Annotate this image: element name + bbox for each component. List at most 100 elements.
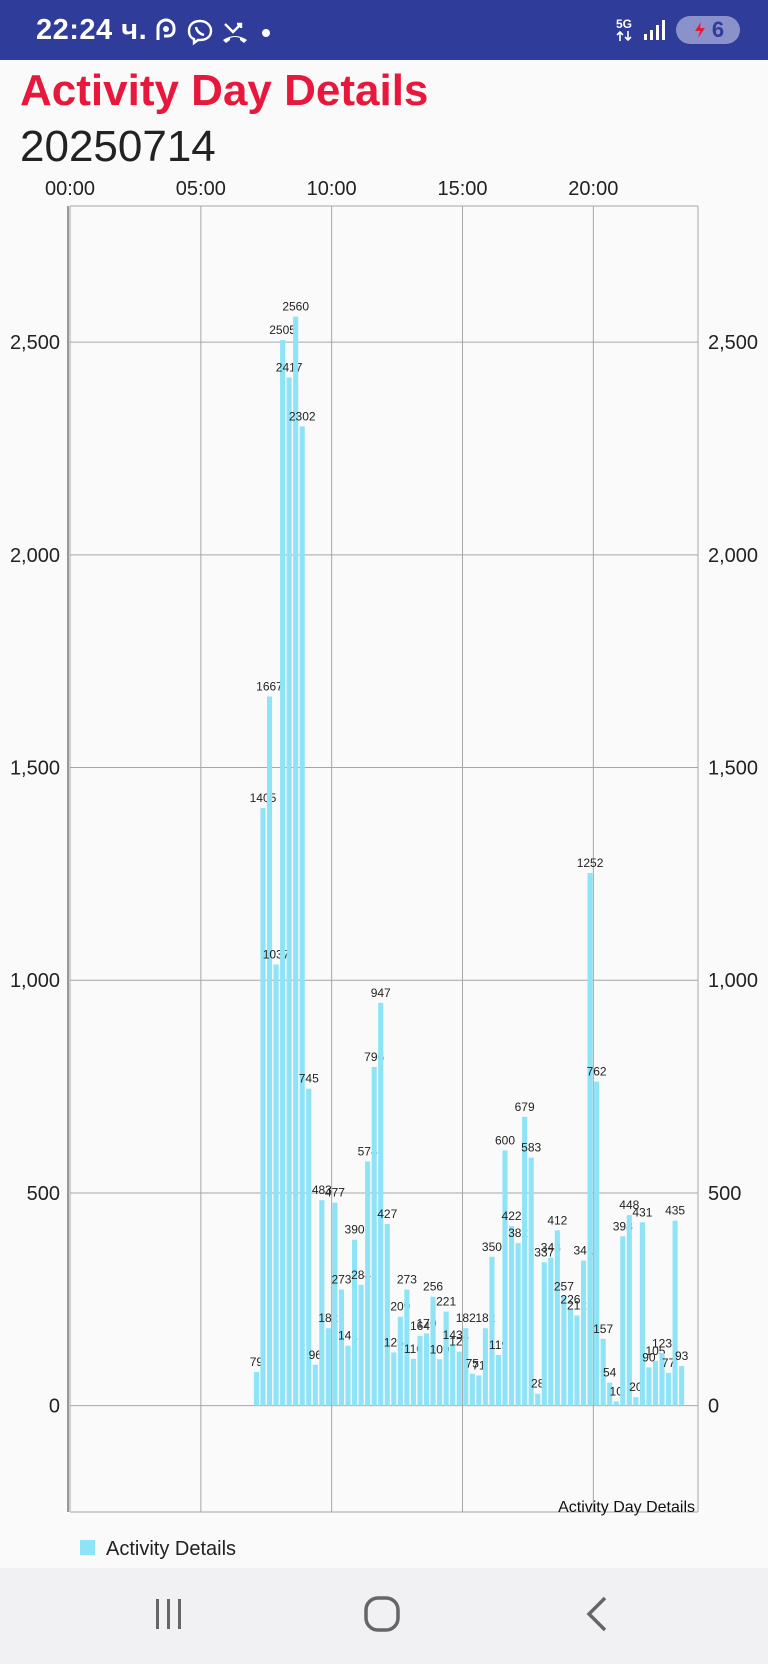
network-label: 5G bbox=[615, 17, 632, 31]
chart-bar bbox=[489, 1256, 495, 1406]
chart-bar bbox=[679, 1366, 685, 1406]
y-tick-label-left: 500 bbox=[27, 1183, 60, 1205]
chart-bar bbox=[476, 1375, 482, 1406]
5g-icon: 5G bbox=[614, 18, 634, 42]
chart-bar bbox=[365, 1161, 371, 1406]
bar-value-label: 256 bbox=[423, 1280, 443, 1294]
date-label: 20250714 bbox=[20, 122, 216, 171]
y-tick-label-right: 1,500 bbox=[708, 758, 758, 780]
chart-bar bbox=[482, 1328, 488, 1406]
chart-bar bbox=[384, 1223, 390, 1406]
signal-icon bbox=[642, 18, 668, 42]
chart-bar bbox=[378, 1002, 384, 1406]
y-tick-label-left: 1,000 bbox=[10, 970, 60, 992]
chart-bar bbox=[666, 1372, 672, 1406]
chart-bar bbox=[554, 1230, 560, 1406]
chart-bar bbox=[273, 964, 279, 1406]
chart-bar bbox=[260, 807, 266, 1406]
bar-value-label: 182 bbox=[456, 1311, 476, 1325]
chart-bar bbox=[338, 1289, 345, 1406]
chart-bar bbox=[607, 1382, 613, 1406]
chart-bar bbox=[495, 1355, 502, 1406]
chart-bar bbox=[548, 1257, 554, 1406]
chart-bar bbox=[312, 1364, 318, 1406]
chart-bar bbox=[391, 1352, 397, 1406]
bar-value-label: 679 bbox=[515, 1100, 535, 1114]
bar-value-label: 221 bbox=[436, 1295, 456, 1309]
bar-value-label: 745 bbox=[299, 1072, 319, 1086]
bar-value-label: 75 bbox=[466, 1357, 480, 1371]
chart-bar bbox=[613, 1401, 619, 1406]
chart-bar bbox=[371, 1067, 377, 1406]
bar-value-label: 164 bbox=[410, 1319, 430, 1333]
chart-bar bbox=[397, 1316, 403, 1406]
bar-value-label: 2560 bbox=[282, 300, 309, 314]
home-icon bbox=[362, 1594, 402, 1639]
missed-call-icon bbox=[220, 18, 250, 46]
bar-value-label: 390 bbox=[345, 1223, 365, 1237]
bar-value-label: 257 bbox=[554, 1279, 574, 1293]
viber-icon bbox=[186, 18, 214, 46]
chart-bar bbox=[541, 1262, 547, 1406]
bar-value-label: 448 bbox=[619, 1198, 639, 1212]
x-tick-label: 20:00 bbox=[568, 178, 618, 200]
recent-apps-button[interactable] bbox=[138, 1590, 198, 1642]
bar-value-label: 79 bbox=[250, 1355, 264, 1369]
bar-value-label: 435 bbox=[665, 1204, 685, 1218]
chart-bar bbox=[469, 1373, 475, 1406]
x-tick-label: 15:00 bbox=[437, 178, 487, 200]
chart-bar bbox=[443, 1311, 449, 1406]
bar-value-label: 427 bbox=[377, 1207, 397, 1221]
bar-value-label: 77 bbox=[662, 1356, 676, 1370]
legend-label: Activity Details bbox=[106, 1538, 236, 1560]
bar-value-label: 2505 bbox=[269, 323, 296, 337]
chart-bar bbox=[574, 1315, 580, 1406]
bar-value-label: 1252 bbox=[577, 856, 604, 870]
bar-value-label: 28 bbox=[531, 1377, 545, 1391]
bar-value-label: 123 bbox=[652, 1336, 672, 1350]
x-tick-label: 00:00 bbox=[45, 178, 95, 200]
chart-bar bbox=[299, 426, 305, 1406]
bar-value-label: 600 bbox=[495, 1133, 515, 1147]
bar-value-label: 20 bbox=[629, 1380, 643, 1394]
chart-bar bbox=[293, 316, 299, 1406]
bar-value-label: 157 bbox=[593, 1322, 613, 1336]
y-tick-label-right: 2,500 bbox=[708, 332, 758, 354]
recent-apps-icon bbox=[150, 1596, 186, 1637]
chart-bar bbox=[423, 1333, 430, 1406]
home-button[interactable] bbox=[352, 1590, 412, 1642]
chart-bar bbox=[358, 1284, 364, 1406]
chart-bar bbox=[417, 1335, 423, 1406]
navigation-bar bbox=[0, 1568, 768, 1664]
bar-value-label: 226 bbox=[560, 1293, 580, 1307]
chart-bar bbox=[463, 1328, 469, 1406]
y-tick-label-left: 0 bbox=[49, 1396, 60, 1418]
back-icon bbox=[583, 1594, 613, 1639]
bar-value-label: 2302 bbox=[289, 409, 316, 423]
bar-value-label: 350 bbox=[482, 1240, 502, 1254]
chart-bar bbox=[450, 1344, 456, 1406]
chart-bar bbox=[306, 1088, 312, 1406]
chart-bar bbox=[626, 1215, 632, 1406]
bar-value-label: 477 bbox=[325, 1186, 345, 1200]
chart-bar bbox=[600, 1338, 606, 1406]
chart-bar bbox=[456, 1351, 462, 1406]
bar-value-label: 93 bbox=[675, 1349, 689, 1363]
activity-app-icon bbox=[152, 18, 180, 46]
notification-dot-icon bbox=[256, 18, 276, 46]
bar-value-label: 431 bbox=[632, 1205, 652, 1219]
chart-bar bbox=[587, 873, 593, 1406]
status-time: 22:24 ч. bbox=[36, 14, 148, 46]
chart-bar bbox=[345, 1345, 351, 1406]
bar-value-label: 1037 bbox=[263, 948, 290, 962]
bar-value-label: 10 bbox=[610, 1384, 624, 1398]
chart-bar bbox=[266, 696, 273, 1406]
chart-bar bbox=[352, 1239, 358, 1406]
chart-bar bbox=[410, 1358, 416, 1406]
y-tick-label-left: 1,500 bbox=[10, 758, 60, 780]
y-tick-label-right: 2,000 bbox=[708, 545, 758, 567]
chart-bar bbox=[253, 1372, 259, 1406]
back-button[interactable] bbox=[568, 1590, 628, 1642]
bar-value-label: 947 bbox=[371, 986, 391, 1000]
chart-bar bbox=[646, 1367, 652, 1406]
